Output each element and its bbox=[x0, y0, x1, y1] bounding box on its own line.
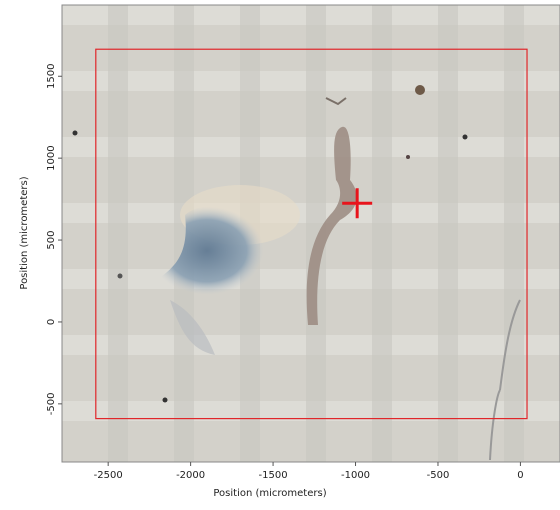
x-tick-label: -1500 bbox=[259, 470, 288, 481]
x-tick-label: -500 bbox=[427, 470, 450, 481]
plot-frame bbox=[61, 4, 560, 463]
y-tick-label: 1500 bbox=[46, 64, 57, 89]
x-tick-label: -2500 bbox=[94, 470, 123, 481]
x-axis-label: Position (micrometers) bbox=[213, 488, 326, 499]
y-tick-label: 1000 bbox=[46, 145, 57, 170]
y-axis-label: Position (micrometers) bbox=[19, 176, 30, 289]
micrograph bbox=[62, 5, 560, 462]
position-marker bbox=[342, 188, 373, 219]
x-tick-label: -2000 bbox=[176, 470, 205, 481]
scan-region bbox=[95, 48, 528, 420]
x-tick-label: -1000 bbox=[341, 470, 370, 481]
x-tick-label: 0 bbox=[517, 470, 523, 481]
y-tick-label: 500 bbox=[46, 231, 57, 250]
y-tick-label: -500 bbox=[46, 392, 57, 415]
y-tick-label: 0 bbox=[46, 319, 57, 325]
